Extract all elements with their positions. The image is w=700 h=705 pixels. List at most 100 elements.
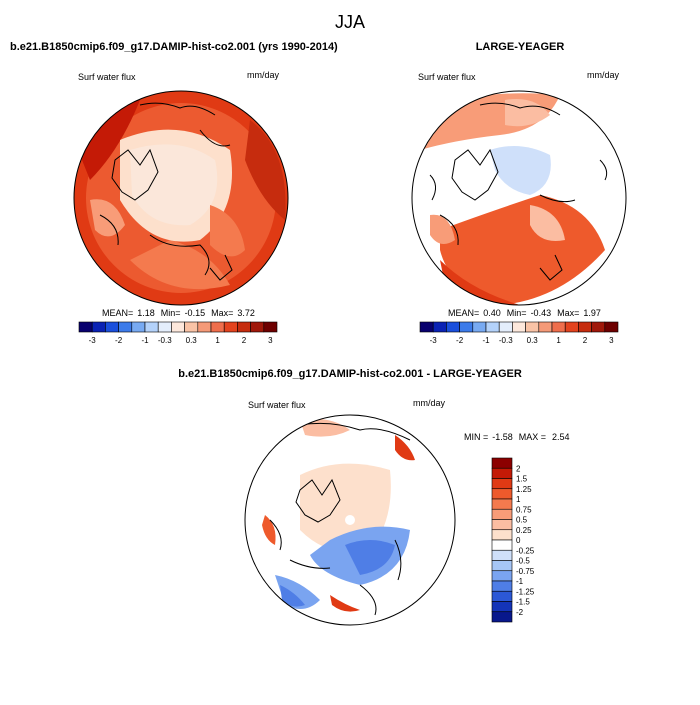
panel-b-colorbar-box: [512, 321, 526, 333]
panel-c-colorbar-tick-label: 0.5: [516, 516, 528, 525]
panel-a-colorbar-box: [263, 321, 278, 333]
panel-b-colorbar-tick-label: -1: [482, 336, 490, 345]
panel-c-colorbar-tick-label: 1: [516, 495, 521, 504]
panel-c-colorbar-box: [491, 590, 513, 602]
panel-b-stats: MEAN= 0.40 Min= -0.43 Max= 1.97: [448, 308, 601, 318]
panel-b-colorbar-box: [459, 321, 474, 333]
panel-c-colorbar-box: [491, 508, 513, 520]
panel-a-colorbar-box: [184, 321, 199, 333]
panel-c-colorbar-box: [491, 611, 513, 623]
panel-b-colorbar-box: [485, 321, 500, 333]
panel-c-units: mm/day: [413, 398, 446, 408]
panel-b-colorbar-box: [525, 321, 540, 333]
panel-c-colorbar-tick-label: -0.5: [516, 557, 530, 566]
panel-a-colorbar-tick-label: 1: [215, 336, 220, 345]
panel-a-variable-label: Surf water flux: [78, 72, 136, 82]
panel-c-colorbar-box: [491, 478, 513, 490]
panel-b-colorbar-tick-label: 3: [609, 336, 614, 345]
panel-b-colorbar-tick-label: 0.3: [527, 336, 539, 345]
panel-c-stats: MIN = -1.58 MAX = 2.54: [464, 432, 570, 442]
panel-b-map: [412, 91, 626, 305]
panel-a-map-border: [73, 90, 289, 306]
panel-c-colorbar-box: [491, 549, 513, 561]
panel-a-colorbar: -3 -2 -1 -0.3 0.3 1 2 3: [78, 321, 278, 345]
panel-b-colorbar-tick-label: -3: [430, 336, 438, 345]
panel-b-colorbar-tick-label: 1: [556, 336, 561, 345]
panel-c-colorbar-tick-label: -1: [516, 577, 524, 586]
panel-b-colorbar-box: [578, 321, 592, 333]
season-title: JJA: [335, 12, 365, 32]
panel-a-colorbar-box: [171, 321, 185, 333]
panel-c-colorbar-box: [491, 457, 513, 469]
panel-c-colorbar-box: [491, 601, 513, 613]
panel-b-colorbar-box: [604, 321, 619, 333]
panel-a-colorbar-box: [223, 321, 238, 333]
panel-a-map: [74, 91, 288, 305]
panel-b-colorbar-box: [551, 321, 566, 333]
panel-b-colorbar-box: [419, 321, 434, 333]
panel-c-colorbar-box: [491, 560, 513, 572]
panel-a-colorbar-tick-label: -1: [141, 336, 149, 345]
panel-a-colorbar-tick-label: 3: [268, 336, 273, 345]
panel-c-colorbar-box: [491, 498, 513, 510]
panel-a-title: b.e21.B1850cmip6.f09_g17.DAMIP-hist-co2.…: [10, 41, 338, 53]
panel-b-colorbar-box: [564, 321, 579, 333]
panel-c-colorbar-tick-label: -1.25: [516, 587, 535, 596]
panel-a-colorbar-box: [105, 321, 119, 333]
panel-c-colorbar-box: [491, 519, 513, 531]
panel-b-title: LARGE-YEAGER: [476, 41, 565, 53]
panel-a-stats: MEAN= 1.18 Min= -0.15 Max= 3.72: [102, 308, 255, 318]
panel-b-colorbar-tick-label: 2: [583, 336, 588, 345]
panel-b-colorbar: -3 -2 -1 -0.3 0.3 1 2 3: [419, 321, 619, 345]
panel-b-colorbar-tick-label: -0.3: [499, 336, 513, 345]
panel-c-colorbar-box: [491, 529, 513, 541]
panel-a-colorbar-tick-label: 0.3: [186, 336, 198, 345]
panel-a-colorbar-tick-label: 2: [242, 336, 247, 345]
panel-a-colorbar-box: [250, 321, 265, 333]
panel-b-variable-label: Surf water flux: [418, 72, 476, 82]
panel-a-colorbar-tick-label: -3: [89, 336, 97, 345]
panel-c-map: [245, 415, 455, 625]
panel-c-colorbar-tick-label: -0.75: [516, 567, 535, 576]
panel-c-colorbar-box: [491, 488, 513, 500]
panel-c-colorbar-box: [491, 467, 513, 479]
panel-b-colorbar-box: [432, 321, 447, 333]
panel-c-colorbar-tick-label: -0.25: [516, 546, 535, 555]
panel-b-map-border: [411, 90, 627, 306]
panel-c-colorbar-tick-label: -2: [516, 608, 524, 617]
panel-c-colorbar-tick-label: 0: [516, 536, 521, 545]
panel-a-colorbar-box: [144, 321, 159, 333]
panel-c-colorbar-box: [491, 580, 513, 592]
panel-a: Surf water flux mm/day MEAN= 1.18 Min= -0.1…: [73, 70, 289, 345]
panel-a-colorbar-box: [78, 321, 93, 333]
panel-c-colorbar-tick-label: 0.25: [516, 526, 532, 535]
panel-c-colorbar-tick-label: 1.5: [516, 475, 528, 484]
panel-b: Surf water flux mm/day MEAN= 0.40 Min= -0.4…: [411, 70, 627, 345]
panel-a-colorbar-box: [131, 321, 146, 333]
panel-c-colorbar-box: [491, 539, 513, 551]
panel-c-colorbar-tick-label: 1.25: [516, 485, 532, 494]
panel-b-colorbar-box: [591, 321, 606, 333]
panel-b-colorbar-box: [538, 321, 553, 333]
panel-c-map-border: [244, 414, 456, 626]
panel-a-colorbar-box: [197, 321, 212, 333]
panel-c-colorbar: 21.51.2510.750.50.250-0.25-0.5-0.75-1-1.…: [491, 457, 535, 623]
panel-c-colorbar-tick-label: 2: [516, 464, 521, 473]
panel-a-colorbar-box: [157, 321, 172, 333]
panel-c-title: b.e21.B1850cmip6.f09_g17.DAMIP-hist-co2.…: [178, 368, 522, 380]
panel-c-colorbar-tick-label: -1.5: [516, 598, 530, 607]
panel-a-units: mm/day: [247, 70, 280, 80]
panel-a-colorbar-box: [237, 321, 251, 333]
panel-b-colorbar-box: [472, 321, 487, 333]
panel-a-colorbar-tick-label: -0.3: [158, 336, 172, 345]
panel-b-colorbar-box: [498, 321, 513, 333]
panel-b-units: mm/day: [587, 70, 620, 80]
panel-a-colorbar-box: [91, 321, 106, 333]
panel-c: Surf water flux mm/day MIN = -1.58 MAX = 2.…: [244, 398, 570, 626]
panel-a-colorbar-box: [210, 321, 225, 333]
panel-b-colorbar-box: [446, 321, 460, 333]
panel-c-variable-label: Surf water flux: [248, 400, 306, 410]
panel-c-colorbar-tick-label: 0.75: [516, 505, 532, 514]
